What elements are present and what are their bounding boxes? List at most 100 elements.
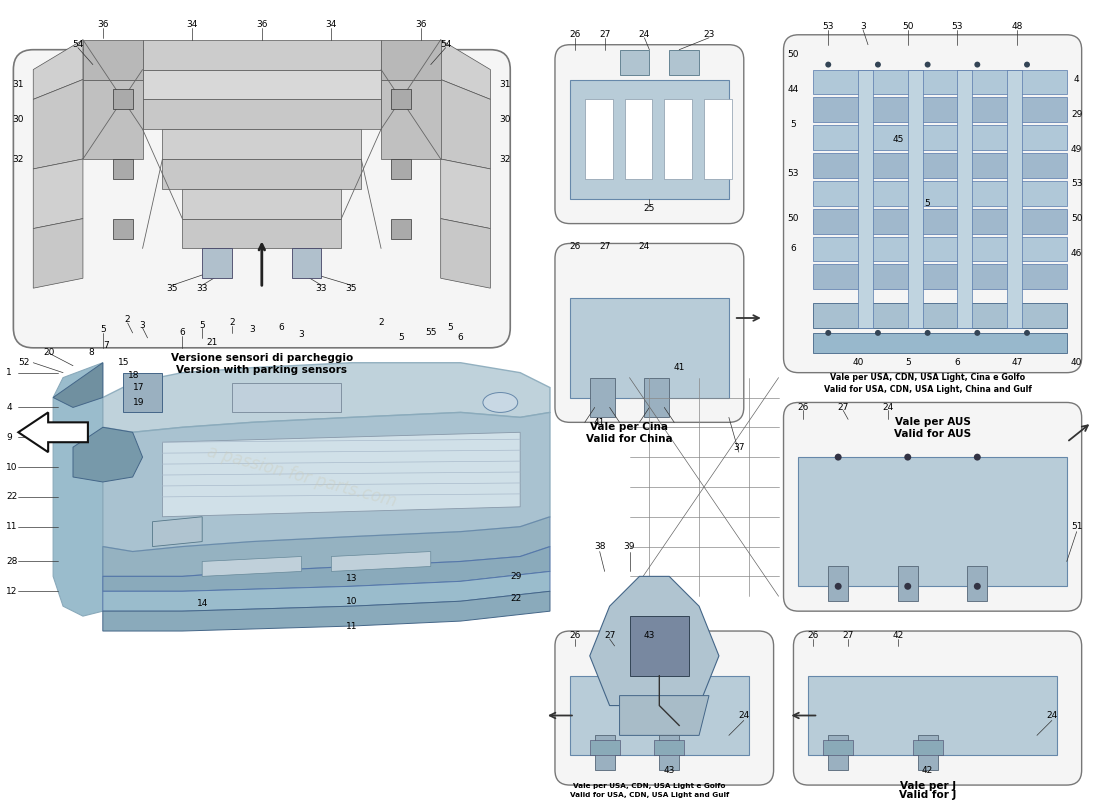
Text: 7: 7 xyxy=(102,342,109,350)
Text: 21: 21 xyxy=(207,338,218,347)
Text: 19: 19 xyxy=(133,398,144,407)
Polygon shape xyxy=(123,373,163,413)
Text: 29: 29 xyxy=(1071,110,1082,118)
Text: Valid for J: Valid for J xyxy=(899,790,956,800)
Text: 2: 2 xyxy=(124,315,131,325)
Text: 33: 33 xyxy=(316,284,327,293)
Polygon shape xyxy=(1008,70,1022,328)
Text: Vale per Cina: Vale per Cina xyxy=(591,422,669,432)
Polygon shape xyxy=(913,740,943,755)
Text: 34: 34 xyxy=(326,20,337,30)
Text: 20: 20 xyxy=(43,348,55,358)
Text: 6: 6 xyxy=(179,329,185,338)
Circle shape xyxy=(904,583,911,590)
Text: 40: 40 xyxy=(852,358,864,367)
Text: 26: 26 xyxy=(807,631,820,641)
Polygon shape xyxy=(570,676,749,755)
Text: 27: 27 xyxy=(837,403,849,412)
Text: 5: 5 xyxy=(199,322,205,330)
Text: 6: 6 xyxy=(458,334,463,342)
Text: 35: 35 xyxy=(166,284,178,293)
Polygon shape xyxy=(813,126,1067,150)
Text: 11: 11 xyxy=(7,522,18,531)
Polygon shape xyxy=(813,98,1067,122)
Text: 33: 33 xyxy=(197,284,208,293)
Text: 28: 28 xyxy=(7,557,18,566)
Polygon shape xyxy=(813,237,1067,262)
Text: 50: 50 xyxy=(788,50,800,59)
Text: 18: 18 xyxy=(128,371,140,380)
Text: 53: 53 xyxy=(823,22,834,31)
Text: Version with parking sensors: Version with parking sensors xyxy=(176,365,348,374)
Text: 26: 26 xyxy=(569,631,581,641)
Polygon shape xyxy=(898,566,917,602)
Text: 54: 54 xyxy=(73,40,84,50)
Text: 29: 29 xyxy=(510,572,521,581)
Polygon shape xyxy=(82,79,143,159)
Polygon shape xyxy=(112,218,133,238)
Text: 10: 10 xyxy=(345,597,358,606)
Text: 50: 50 xyxy=(788,214,800,223)
Text: 32: 32 xyxy=(499,154,512,163)
Polygon shape xyxy=(163,129,361,159)
Polygon shape xyxy=(153,517,202,546)
Text: 31: 31 xyxy=(12,80,24,89)
Circle shape xyxy=(835,454,842,461)
Text: 10: 10 xyxy=(7,462,18,471)
Text: 24: 24 xyxy=(882,403,893,412)
Polygon shape xyxy=(813,209,1067,234)
Polygon shape xyxy=(183,189,341,218)
Polygon shape xyxy=(441,40,491,99)
Text: 24: 24 xyxy=(639,242,650,251)
Text: 43: 43 xyxy=(663,766,675,774)
Text: 27: 27 xyxy=(600,30,610,39)
Text: 48: 48 xyxy=(1011,22,1023,31)
Text: 42: 42 xyxy=(892,631,903,641)
Polygon shape xyxy=(53,362,102,407)
Text: 24: 24 xyxy=(639,30,650,39)
Polygon shape xyxy=(828,566,848,602)
Polygon shape xyxy=(813,181,1067,206)
Text: 55: 55 xyxy=(425,329,437,338)
Polygon shape xyxy=(390,218,411,238)
Polygon shape xyxy=(53,362,102,616)
Text: 44: 44 xyxy=(788,85,799,94)
Polygon shape xyxy=(828,735,848,770)
Polygon shape xyxy=(292,249,321,278)
Text: 26: 26 xyxy=(798,403,810,412)
Text: 26: 26 xyxy=(569,30,581,39)
Polygon shape xyxy=(102,413,550,551)
Text: 36: 36 xyxy=(256,20,267,30)
Text: 5: 5 xyxy=(905,358,911,367)
Polygon shape xyxy=(202,249,232,278)
Polygon shape xyxy=(590,740,619,755)
Text: 2: 2 xyxy=(229,318,234,327)
Polygon shape xyxy=(102,517,550,576)
Text: 30: 30 xyxy=(12,114,24,124)
FancyBboxPatch shape xyxy=(556,45,744,223)
Polygon shape xyxy=(390,90,411,110)
Polygon shape xyxy=(73,427,143,482)
Text: 24: 24 xyxy=(738,711,749,720)
Text: 41: 41 xyxy=(594,418,605,427)
Text: 6: 6 xyxy=(955,358,960,367)
Polygon shape xyxy=(390,159,411,179)
Polygon shape xyxy=(619,696,710,735)
Polygon shape xyxy=(917,735,937,770)
Polygon shape xyxy=(183,218,341,249)
Circle shape xyxy=(975,62,980,67)
FancyBboxPatch shape xyxy=(783,34,1081,373)
Text: 22: 22 xyxy=(510,594,521,602)
Text: 14: 14 xyxy=(197,598,208,608)
Text: Valid for USA, CDN, USA Light and Gulf: Valid for USA, CDN, USA Light and Gulf xyxy=(570,792,729,798)
Text: 27: 27 xyxy=(843,631,854,641)
Text: 13: 13 xyxy=(345,574,358,583)
Text: 43: 43 xyxy=(644,631,656,641)
Text: 25: 25 xyxy=(644,204,656,213)
Polygon shape xyxy=(143,40,381,70)
Text: 50: 50 xyxy=(902,22,913,31)
Text: 17: 17 xyxy=(133,383,144,392)
Text: 26: 26 xyxy=(569,242,581,251)
Text: 52: 52 xyxy=(19,358,30,367)
Text: 6: 6 xyxy=(791,244,796,253)
